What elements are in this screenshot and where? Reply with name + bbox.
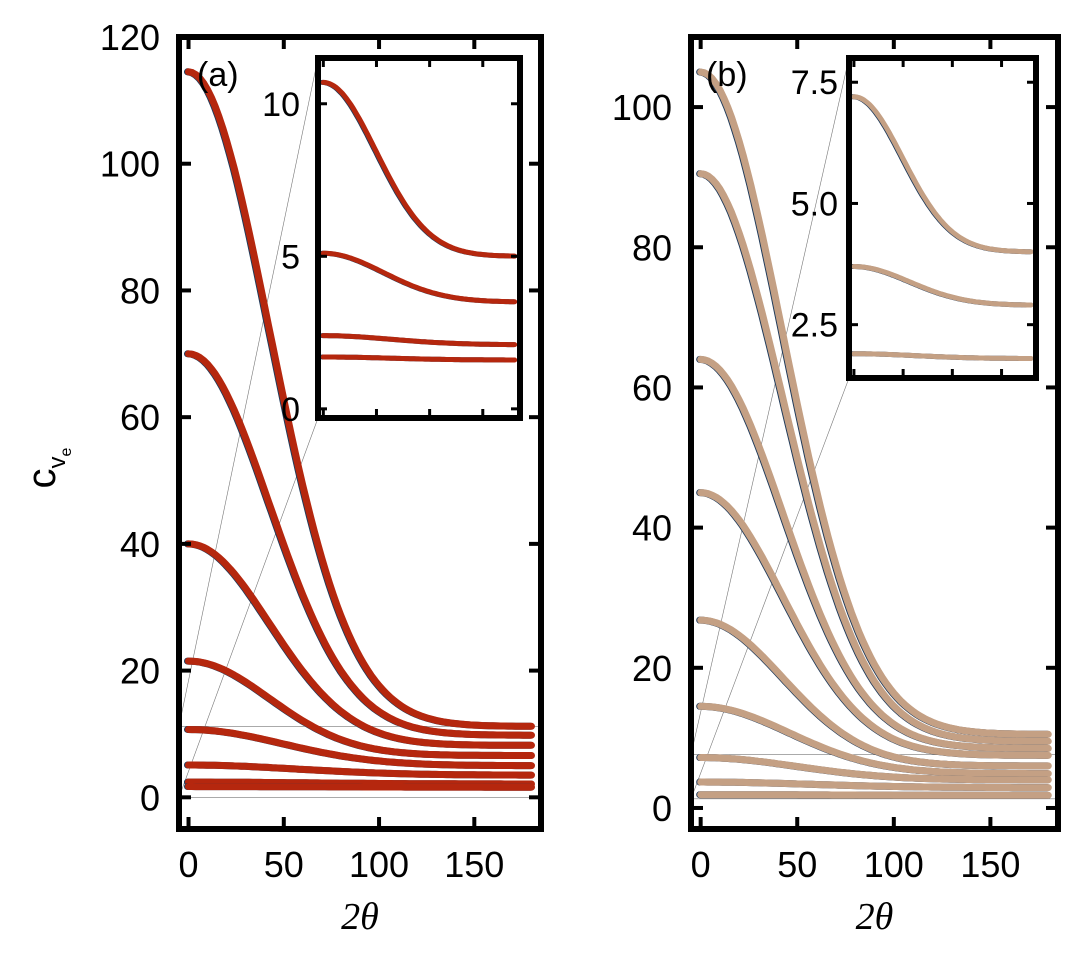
panel-b: 0 50 100 150 0 20 40 60 80 100 2θ (b) 2.5 5.0 7.5 [612,34,1061,938]
inset-y-tick-label: 7.5 [791,64,838,102]
inset-series-line-7 [851,94,1034,255]
y-axis-label: cve [20,447,75,488]
y-tick-label: 0 [652,788,672,829]
panel-label: (a) [197,56,239,94]
zoom-connector-top [690,57,850,755]
series-line-5 [185,726,535,770]
x-tick-label: 50 [777,844,817,885]
series-line-2 [185,350,535,739]
y-tick-label: 120 [100,17,160,58]
inset-y-tick-label: 5.0 [791,185,838,223]
y-tick-label: 0 [140,777,160,818]
y-tick-label: 80 [632,227,672,268]
series-line-3 [185,540,535,749]
inset-series-line-8 [320,354,518,363]
inset-y-tick-label: 0 [281,391,300,429]
y-tick-label: 40 [632,508,672,549]
x-tick-label: 0 [691,844,711,885]
y-tick-label: 40 [120,524,160,565]
inset-y-tick-label: 5 [281,238,300,276]
x-tick-label: 50 [264,844,304,885]
series-line-3 [697,355,1052,752]
x-tick-label: 150 [960,844,1020,885]
series-line-8 [697,778,1052,792]
y-tick-label: 20 [120,651,160,692]
series-line-4 [697,489,1052,759]
inset-background [849,58,1036,378]
series-shadow-3 [696,355,1051,752]
series-line-9 [697,791,1052,799]
series-line-1 [697,68,1052,738]
inset-frame [846,55,1039,381]
y-tick-label: 80 [120,270,160,311]
inset-background [318,58,520,418]
zoom-connector-bottom [690,377,850,799]
x-axis-label: 2θ [856,896,894,938]
x-tick-label: 0 [179,844,199,885]
series-line-6 [697,702,1052,778]
y-tick-label: 60 [120,397,160,438]
series-line-4 [185,657,535,759]
zoom-connector-top [178,57,319,727]
x-tick-label: 150 [444,844,504,885]
zoom-connector-bottom [178,417,319,798]
panel-a: 0 50 100 150 0 20 40 60 80 100 120 2θ (a) 0 5 10 [100,17,544,938]
y-tick-label: 20 [632,648,672,689]
inset-series-line-6 [320,250,518,305]
series-line-6 [185,761,535,779]
inset-series-line-7 [320,333,518,348]
y-tick-label: 100 [612,87,672,128]
y-tick-label: 60 [632,367,672,408]
inset-frame [315,55,523,421]
inset-y-tick-label: 10 [262,86,300,124]
series-line-2 [697,170,1052,745]
inset-y-tick-label: 2.5 [791,307,838,345]
x-tick-label: 100 [864,844,924,885]
y-tick-label: 100 [100,144,160,185]
inset-series-line-8 [851,264,1034,308]
series-line-8 [185,783,535,791]
series-line-5 [697,616,1052,770]
plot-frame [176,34,544,832]
series-line-7 [697,754,1052,784]
inset-series-line-5 [320,79,518,259]
x-axis-label: 2θ [341,896,379,938]
panel-label: (b) [706,56,748,94]
plot-frame [688,34,1061,832]
x-tick-label: 100 [349,844,409,885]
inset-series-line-9 [851,351,1034,361]
series-line-1 [185,68,535,730]
